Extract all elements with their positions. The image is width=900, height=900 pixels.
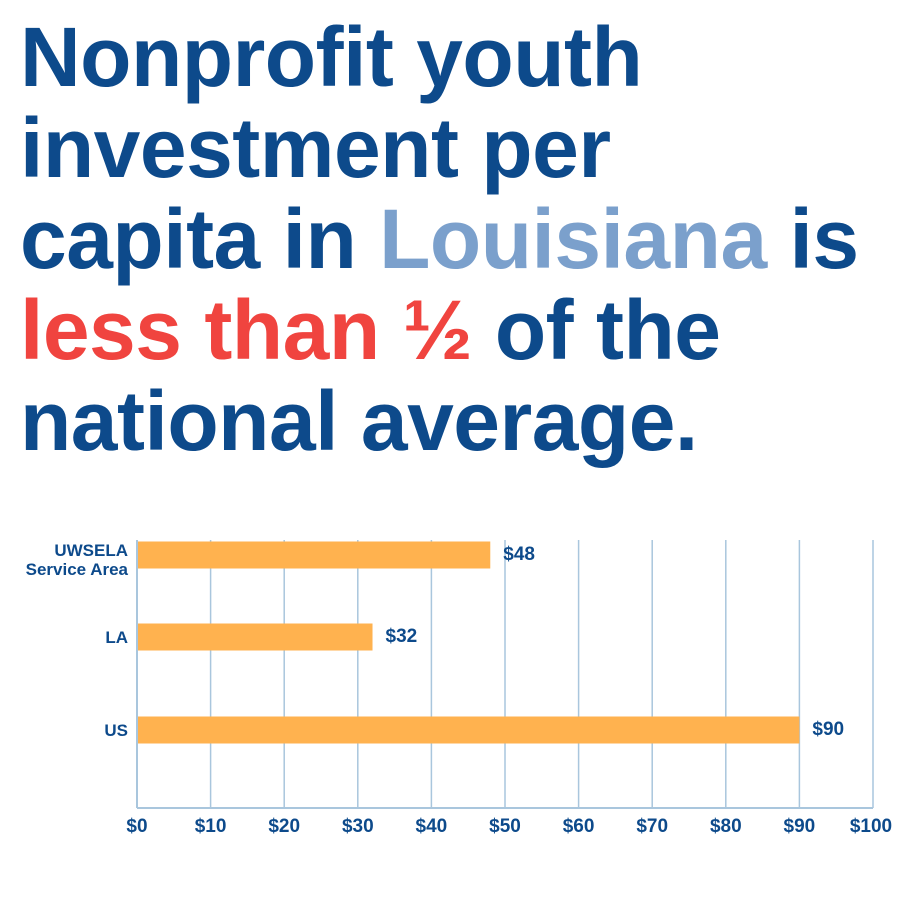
headline-capita-text: capita in — [20, 192, 380, 286]
x-tick-label: $10 — [194, 816, 227, 837]
category-label: LA — [105, 627, 128, 647]
headline-line-3: capita in Louisiana is — [20, 194, 890, 285]
headline-of-the-text: of the — [472, 283, 721, 377]
headline-line-4: less than ½ of the — [20, 285, 890, 376]
headline-line-1: Nonprofit youth — [20, 10, 643, 104]
x-tick-label: $90 — [783, 816, 816, 837]
headline-state-name: Louisiana — [379, 192, 767, 286]
category-label: US — [104, 720, 128, 740]
headline-line-2: investment per — [20, 101, 611, 195]
bar — [138, 623, 373, 651]
bar — [138, 716, 800, 744]
headline: Nonprofit youth investment per capita in… — [20, 12, 890, 467]
x-tick-label: $40 — [415, 816, 448, 837]
category-label: UWSELA Service Area — [25, 541, 128, 579]
x-tick-label: $60 — [562, 816, 595, 837]
bar-value-label: $90 — [812, 719, 845, 740]
x-tick-label: $20 — [268, 816, 301, 837]
x-tick-label: $0 — [126, 816, 148, 837]
x-tick-label: $100 — [849, 816, 893, 837]
headline-is-text: is — [766, 192, 860, 286]
x-tick-label: $80 — [709, 816, 742, 837]
x-tick-label: $50 — [489, 816, 521, 837]
bar-chart: $48 UWSELA Service Area $32 LA $90 US $0 $10 $20… — [0, 520, 900, 880]
bar — [138, 541, 491, 569]
chart-plot-area — [136, 540, 874, 809]
x-tick-label: $70 — [636, 816, 669, 837]
bar-value-label: $48 — [503, 544, 535, 565]
bar-value-label: $32 — [385, 626, 418, 647]
x-tick-label: $30 — [341, 816, 374, 837]
headline-line-5: national average. — [20, 374, 698, 468]
headline-emphasis: less than ½ — [20, 283, 473, 377]
